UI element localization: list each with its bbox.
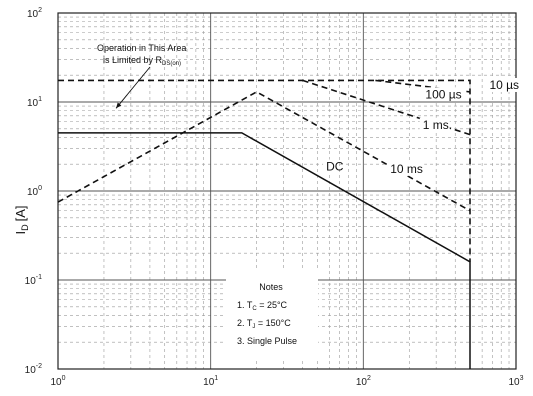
annotation-arrow — [115, 66, 151, 109]
series-label-bg — [387, 161, 425, 176]
series-line-dc — [58, 132, 471, 369]
series-label: DC — [326, 159, 344, 173]
series-label-bg — [486, 77, 524, 92]
annotation-line-2-main: is Limited by R — [103, 55, 163, 65]
rdson-annotation: Operation in This Area is Limited by RDS… — [97, 43, 186, 109]
y-tick-label: 101 — [27, 96, 42, 109]
note-1: 1. TC = 25°C — [237, 300, 288, 312]
series-line-100-s — [375, 79, 471, 93]
x-tick-label: 103 — [508, 375, 523, 388]
series-line-10-ms — [57, 90, 471, 212]
x-tick-label: 101 — [203, 375, 218, 388]
series-line-10-s — [58, 79, 471, 262]
series-layer — [57, 79, 471, 369]
series-label-bg — [419, 117, 450, 132]
series-labels: DC 10 ms 1 ms 100 µs 10 µs — [323, 77, 524, 176]
series-label: 1 ms — [423, 118, 449, 132]
x-tick-label: 102 — [356, 375, 371, 388]
y-tick-label: 10-1 — [25, 274, 42, 287]
note-3: 3. Single Pulse — [237, 336, 297, 346]
notes-title: Notes — [259, 282, 283, 292]
plot-frame — [57, 12, 517, 370]
tick-labels: 100 101 102 103 102 101 100 10-1 10-2 — [25, 7, 524, 388]
y-tick-label: 10-2 — [25, 363, 42, 376]
notes-box: Notes 1. TC = 25°C 2. TJ = 150°C 3. Sing… — [226, 268, 318, 358]
series-label-bg — [323, 159, 340, 174]
annotation-line-1: Operation in This Area — [97, 43, 186, 53]
x-tick-label: 100 — [50, 375, 65, 388]
y-axis-label-sub: D — [20, 224, 30, 231]
annotation-line-2: is Limited by RDS(on) — [103, 55, 181, 67]
y-tick-label: 102 — [27, 7, 42, 20]
y-tick-label: 100 — [27, 185, 42, 198]
series-label: 100 µs — [425, 87, 461, 101]
note-2: 2. TJ = 150°C — [237, 318, 291, 330]
annotation-line-2-sub: DS(on) — [162, 61, 181, 67]
y-axis-label: ID [A] — [13, 205, 30, 234]
annotation-arrowhead — [116, 102, 122, 109]
series-label: 10 ms — [390, 162, 423, 176]
series-label: 10 µs — [489, 78, 519, 92]
y-axis-label-unit: [A] — [13, 205, 28, 221]
series-label-bg — [422, 87, 467, 102]
y-axis-label-main: I — [13, 231, 28, 235]
